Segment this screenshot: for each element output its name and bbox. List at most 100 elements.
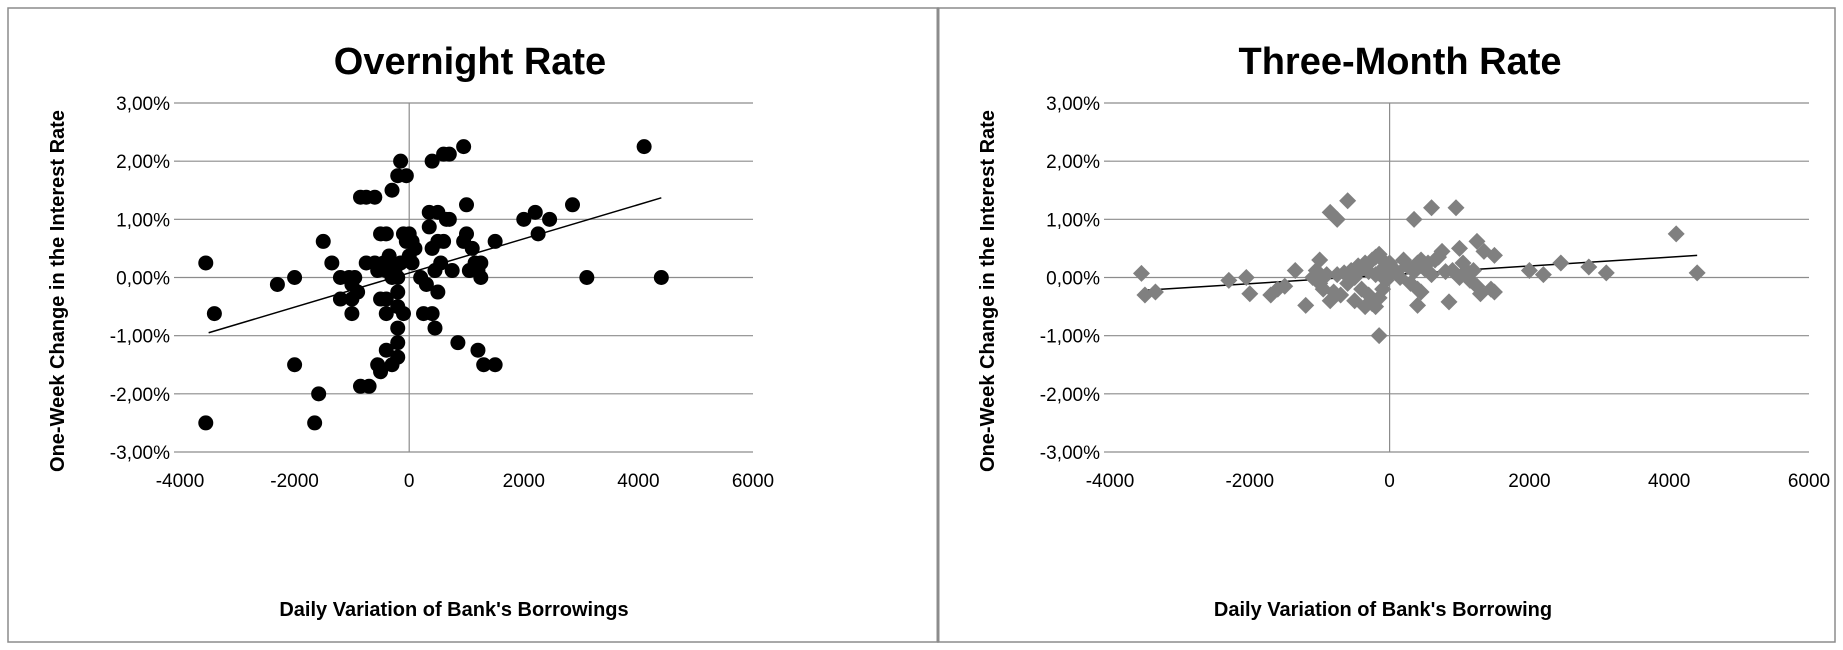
x-tick-label: 6000 <box>732 471 774 492</box>
data-point <box>470 342 486 358</box>
data-point <box>1339 192 1357 210</box>
data-point <box>1440 293 1458 311</box>
x-tick-label: 2000 <box>503 471 545 492</box>
data-point <box>1412 283 1430 301</box>
data-point <box>287 357 303 373</box>
data-points <box>1132 192 1706 345</box>
chart-overnight-rate: Overnight Rate 3,00% 2,00% 1,00% 0,00% -1,00… <box>47 41 774 621</box>
data-point <box>390 284 406 300</box>
data-point <box>1667 225 1685 243</box>
y-tick-label: 0,00% <box>116 269 170 290</box>
chart-frame-overnight <box>7 7 939 643</box>
x-tick-label: -4000 <box>156 471 205 492</box>
data-point <box>456 139 472 155</box>
x-tick-labels: -4000 -2000 0 2000 4000 6000 <box>1086 471 1830 492</box>
data-point <box>487 357 503 373</box>
data-point <box>378 226 394 242</box>
data-point <box>350 284 366 300</box>
data-point <box>487 233 503 249</box>
data-point <box>1464 262 1482 280</box>
data-point <box>378 306 394 322</box>
data-point <box>1423 266 1441 284</box>
chart-three-month-rate: Three-Month Rate 3,00% 2,00% 1,00% 0,00% -1,… <box>977 41 1830 621</box>
x-tick-labels: -4000 -2000 0 2000 4000 6000 <box>156 471 774 492</box>
data-point <box>1580 258 1598 276</box>
data-point <box>1132 264 1150 282</box>
data-point <box>1286 262 1304 280</box>
y-axis-title: One-Week Change in the Interest Rate <box>977 110 999 472</box>
y-tick-label: 3,00% <box>116 94 170 115</box>
data-point <box>444 263 460 279</box>
data-point <box>398 168 414 184</box>
data-point <box>579 270 595 285</box>
y-tick-label: -2,00% <box>110 385 170 406</box>
data-point <box>433 255 449 271</box>
y-tick-label: 2,00% <box>1046 152 1100 173</box>
data-point <box>332 291 348 307</box>
data-point <box>653 270 669 285</box>
y-tick-label: -2,00% <box>1040 385 1100 406</box>
y-gridlines <box>174 102 753 453</box>
data-point <box>527 204 543 220</box>
data-point <box>1220 271 1238 289</box>
x-tick-label: 0 <box>1384 471 1395 492</box>
data-point <box>418 276 434 292</box>
data-point <box>430 284 446 300</box>
x-tick-label: -2000 <box>1225 471 1274 492</box>
data-point <box>407 240 423 256</box>
data-point <box>1485 283 1503 301</box>
data-point <box>390 335 406 351</box>
data-point <box>476 357 492 373</box>
data-point <box>1318 266 1336 284</box>
data-point <box>1409 296 1427 314</box>
data-point <box>269 276 285 292</box>
data-point <box>315 233 331 249</box>
data-point <box>287 270 303 285</box>
data-point <box>450 335 466 351</box>
chart-frame-three-month <box>937 7 1836 643</box>
data-point <box>421 219 437 235</box>
x-tick-label: 6000 <box>1788 471 1830 492</box>
data-point <box>1370 327 1388 345</box>
data-point <box>390 349 406 365</box>
y-tick-label: -1,00% <box>110 327 170 348</box>
data-point <box>206 306 222 322</box>
x-tick-label: 0 <box>404 471 415 492</box>
x-tick-label: 2000 <box>1508 471 1550 492</box>
data-point <box>1485 246 1503 264</box>
data-point <box>1297 296 1315 314</box>
x-tick-label: -2000 <box>270 471 319 492</box>
data-point <box>1332 286 1350 304</box>
y-tick-label: -1,00% <box>1040 327 1100 348</box>
data-point <box>347 270 363 285</box>
x-axis-title: Daily Variation of Bank's Borrowings <box>279 599 628 621</box>
data-point <box>1328 210 1346 228</box>
y-tick-label: -3,00% <box>110 443 170 464</box>
data-point <box>565 197 581 213</box>
y-gridlines <box>1104 102 1809 453</box>
data-point <box>384 182 400 198</box>
y-tick-label: 3,00% <box>1046 94 1100 115</box>
chart-title: Three-Month Rate <box>1239 41 1562 83</box>
data-point <box>1520 262 1538 280</box>
data-point <box>1146 283 1164 301</box>
data-point <box>542 211 558 227</box>
data-point <box>1475 242 1493 260</box>
data-point <box>1534 266 1552 284</box>
data-point <box>1451 239 1468 257</box>
data-point <box>1447 199 1465 217</box>
data-point <box>516 211 532 227</box>
data-point <box>1688 264 1706 282</box>
data-point <box>1241 285 1259 303</box>
y-tick-labels: 3,00% 2,00% 1,00% 0,00% -1,00% -2,00% -3,00% <box>110 94 170 464</box>
data-point <box>1276 277 1294 295</box>
data-point <box>404 255 420 271</box>
y-axis-title: One-Week Change in the Interest Rate <box>47 110 69 472</box>
data-point <box>1597 264 1615 282</box>
data-point <box>198 415 214 431</box>
data-point <box>459 226 474 242</box>
data-point <box>636 139 652 155</box>
x-axis-title: Daily Variation of Bank's Borrowing <box>1214 599 1552 621</box>
data-point <box>424 306 440 322</box>
